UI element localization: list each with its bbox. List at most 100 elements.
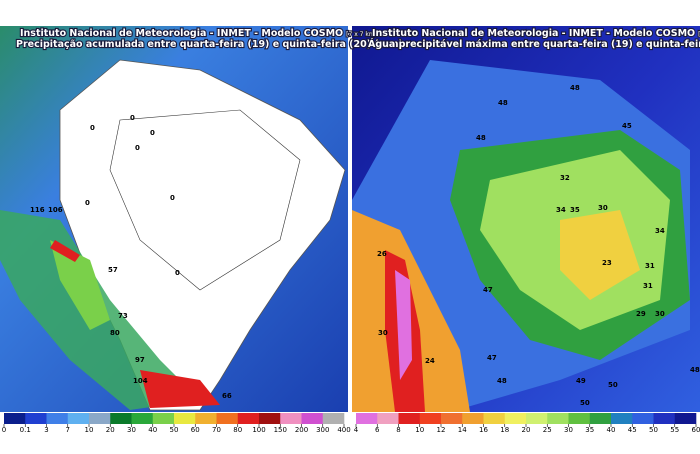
map-label: 34 — [556, 206, 566, 214]
map-label: 0 — [175, 269, 180, 277]
map-label: 23 — [602, 259, 612, 267]
map-label: 50 — [580, 399, 590, 407]
map-label: 80 — [110, 329, 120, 337]
colorbar-label: 6 — [375, 426, 380, 434]
colorbar-segment — [441, 413, 463, 424]
colorbar-segment — [356, 413, 378, 424]
colorbar-segment — [259, 413, 281, 424]
colorbar-label: 300 — [316, 426, 329, 434]
colorbar-segment — [322, 413, 345, 424]
colorbar-label: 8 — [396, 426, 400, 434]
map-label: 49 — [576, 377, 586, 385]
map-label: 0 — [150, 129, 155, 137]
map-label: 30 — [378, 329, 388, 337]
colorbar-label: 7 — [66, 426, 70, 434]
colorbar-label: 4 — [354, 426, 359, 434]
map-label: 48 — [570, 84, 580, 92]
colorbar-label: 60 — [191, 426, 200, 434]
colorbar-label: 30 — [564, 426, 573, 434]
colorbar-segment — [653, 413, 676, 424]
colorbar-label: 400 — [337, 426, 350, 434]
colorbar-label: 0 — [2, 426, 6, 434]
colorbar-segment — [110, 413, 132, 424]
colorbar-segment — [611, 413, 633, 424]
right-map — [352, 26, 700, 412]
colorbar-segment — [280, 413, 302, 424]
colorbar-label: 25 — [543, 426, 552, 434]
colorbar-label: 50 — [649, 426, 658, 434]
colorbar-label: 40 — [607, 426, 616, 434]
map-label: 104 — [133, 377, 148, 385]
colorbar-segment — [4, 413, 26, 424]
map-label: 57 — [108, 266, 118, 274]
map-label: 30 — [655, 310, 665, 318]
panel-subtitle: Precipitação acumulada entre quarta-feir… — [16, 39, 403, 50]
map-label: 50 — [608, 381, 618, 389]
map-label: 34 — [655, 227, 665, 235]
colorbar-segment — [301, 413, 324, 424]
map-label: 48 — [690, 366, 700, 374]
colorbar-segment — [25, 413, 47, 424]
colorbar-label: 12 — [437, 426, 446, 434]
colorbar-segment — [216, 413, 239, 424]
map-label: 48 — [497, 377, 507, 385]
resolution: [7 x 7 km] — [346, 31, 377, 38]
map-label: 31 — [643, 282, 653, 290]
colorbar-segment — [504, 413, 527, 424]
colorbar-label: 60 — [692, 426, 700, 434]
colorbar-segment — [398, 413, 421, 424]
colorbar-segment — [67, 413, 90, 424]
colorbar-label: 200 — [295, 426, 308, 434]
colorbar-label: 20 — [522, 426, 531, 434]
map-label: 66 — [222, 392, 232, 400]
colorbar-segment — [89, 413, 111, 424]
map-label: 0 — [130, 114, 135, 122]
colorbar-segment — [131, 413, 154, 424]
colorbar-label: 0.1 — [20, 426, 31, 434]
map-label: 0 — [170, 194, 175, 202]
colorbar-segment — [483, 413, 506, 424]
colorbar-segment — [589, 413, 612, 424]
colorbar-label: 40 — [148, 426, 157, 434]
colorbar-label: 80 — [233, 426, 242, 434]
map-label: 26 — [377, 250, 387, 258]
colorbar-segment — [632, 413, 654, 424]
colorbar-label: 35 — [585, 426, 594, 434]
map-label: 29 — [636, 310, 646, 318]
resolution: [7 x 7 km] — [698, 31, 700, 38]
panel-title: Instituto Nacional de Meteorologia - INM… — [372, 28, 695, 39]
colorbar-segment — [568, 413, 591, 424]
colorbar-segment — [46, 413, 69, 424]
left-map — [0, 26, 348, 412]
colorbar-label: 150 — [274, 426, 287, 434]
colorbar-label: 14 — [458, 426, 467, 434]
map-label: 0 — [135, 144, 140, 152]
map-label: 97 — [135, 356, 145, 364]
colorbar-label: 3 — [44, 426, 48, 434]
map-label: 31 — [645, 262, 655, 270]
colorbar-label: 70 — [212, 426, 221, 434]
map-label: 30 — [598, 204, 608, 212]
map-label: 73 — [118, 312, 128, 320]
map-label: 48 — [498, 99, 508, 107]
colorbar-segment — [195, 413, 217, 424]
colorbar-label: 20 — [106, 426, 115, 434]
colorbar-segment — [674, 413, 697, 424]
colorbar-segment — [526, 413, 548, 424]
colorbar-label: 10 — [85, 426, 94, 434]
colorbar-segment — [547, 413, 569, 424]
colorbar-label: 16 — [479, 426, 488, 434]
colorbar-label: 100 — [252, 426, 265, 434]
colorbar-segment — [237, 413, 260, 424]
map-label: 32 — [560, 174, 570, 182]
map-label: 0 — [85, 199, 90, 207]
colorbar-segment — [377, 413, 399, 424]
colorbar-segment — [462, 413, 484, 424]
map-label: 47 — [483, 286, 493, 294]
map-label: 116 — [30, 206, 45, 214]
colorbar-segment — [174, 413, 196, 424]
colorbar-segment — [152, 413, 175, 424]
map-label: 35 — [570, 206, 580, 214]
